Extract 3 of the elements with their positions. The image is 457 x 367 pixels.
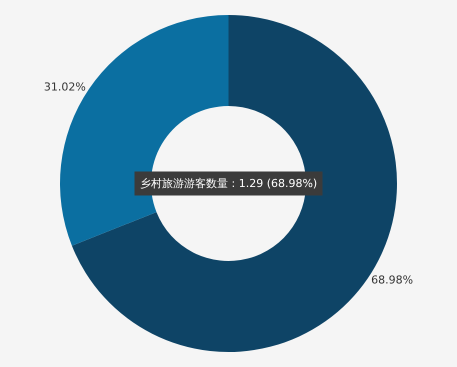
text: 乡村旅游游客数量 : 1.29 (68.98%) — [140, 177, 318, 190]
data-label: 31.02% — [44, 80, 86, 94]
data-label: 68.98% — [371, 274, 414, 287]
